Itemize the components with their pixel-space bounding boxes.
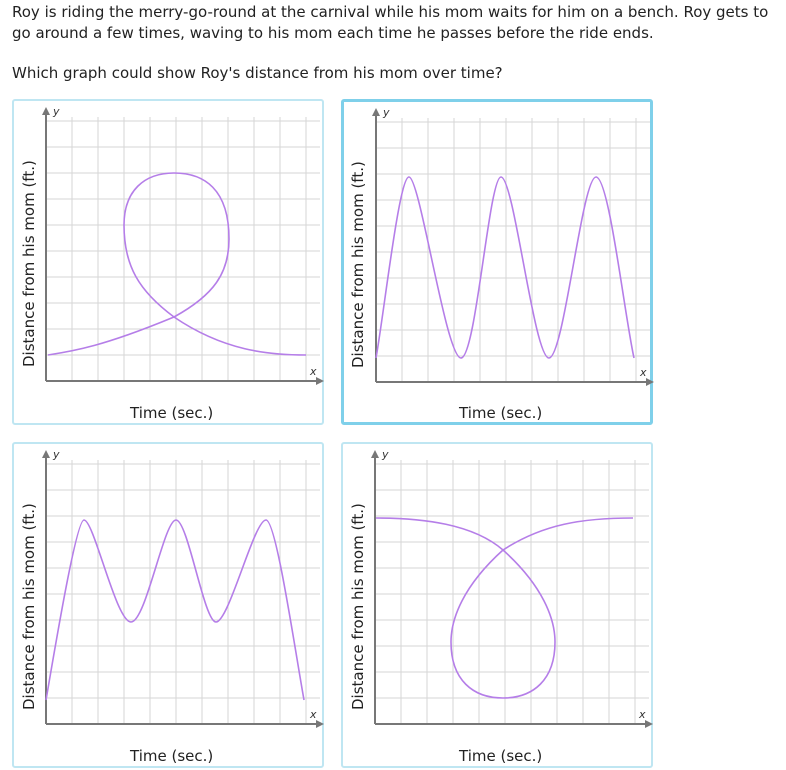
graph-c: y x xyxy=(42,448,324,728)
x-axis-arrow-icon xyxy=(316,377,324,385)
x-axis-label: Time (sec.) xyxy=(130,747,214,765)
y-axis-arrow-icon xyxy=(42,107,50,115)
x-axis-letter: x xyxy=(638,708,646,721)
axes xyxy=(371,450,653,728)
y-axis-label: Distance from his mom (ft.) xyxy=(20,160,38,367)
graph-a: y x xyxy=(42,105,324,385)
x-axis-letter: x xyxy=(309,708,317,721)
distance-curve xyxy=(375,176,635,359)
y-axis-label: Distance from his mom (ft.) xyxy=(349,503,367,710)
axes xyxy=(372,108,654,386)
y-axis-arrow-icon xyxy=(371,450,379,458)
x-axis-letter: x xyxy=(309,365,317,378)
answer-choice-c[interactable]: y x Distance from his mom (ft.) Time (se… xyxy=(12,442,324,768)
y-axis-label: Distance from his mom (ft.) xyxy=(20,503,38,710)
y-axis-letter: y xyxy=(52,448,60,461)
x-axis-arrow-icon xyxy=(645,720,653,728)
graph-b: y x xyxy=(372,106,654,386)
y-axis-arrow-icon xyxy=(372,108,380,116)
x-axis-letter: x xyxy=(639,366,647,379)
distance-curve xyxy=(45,519,305,701)
answer-choice-a[interactable]: y x Distance from his mom (ft.) Time (se… xyxy=(12,99,324,425)
graph-d: y x xyxy=(371,448,653,728)
grid xyxy=(375,118,650,383)
y-axis-letter: y xyxy=(382,106,390,119)
y-axis-letter: y xyxy=(381,448,389,461)
question-text: Roy is riding the merry-go-round at the … xyxy=(12,3,769,42)
distance-curve xyxy=(375,517,634,699)
grid xyxy=(45,460,320,725)
x-axis-label: Time (sec.) xyxy=(459,404,543,422)
grid xyxy=(374,460,649,725)
x-axis-arrow-icon xyxy=(646,378,654,386)
answer-choice-d[interactable]: y x Distance from his mom (ft.) Time (se… xyxy=(341,442,653,768)
x-axis-label: Time (sec.) xyxy=(130,404,214,422)
axes xyxy=(42,450,324,728)
distance-curve xyxy=(47,172,307,356)
x-axis-arrow-icon xyxy=(316,720,324,728)
axes xyxy=(42,107,324,385)
grid xyxy=(45,117,320,382)
y-axis-label: Distance from his mom (ft.) xyxy=(349,161,367,368)
answer-choice-b[interactable]: y x Distance from his mom (ft.) Time (se… xyxy=(341,99,654,425)
x-axis-label: Time (sec.) xyxy=(459,747,543,765)
y-axis-letter: y xyxy=(52,105,60,118)
question-prompt: Which graph could show Roy's distance fr… xyxy=(12,64,503,82)
y-axis-arrow-icon xyxy=(42,450,50,458)
